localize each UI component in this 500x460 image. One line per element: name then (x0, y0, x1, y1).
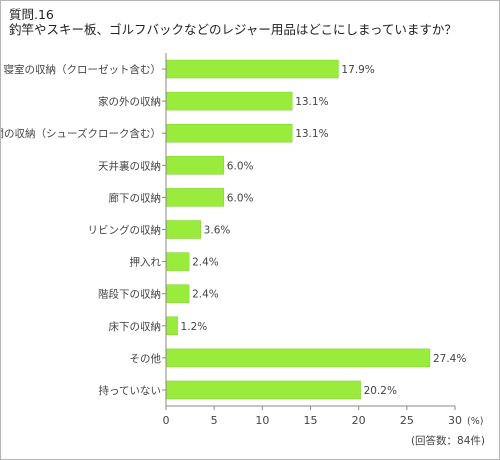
x-tick-label: 20 (352, 414, 366, 427)
x-tick-label: 10 (255, 414, 269, 427)
question-number: 質問.16 (9, 7, 54, 22)
x-tick-label: 15 (304, 414, 318, 427)
category-label: 階段下の収納 (98, 288, 161, 301)
bar (165, 284, 190, 303)
value-label: 1.2% (181, 321, 208, 333)
unit-label: (%) (467, 416, 483, 427)
value-label: 2.4% (192, 257, 219, 269)
x-tick-label: 30 (448, 414, 462, 427)
bar (165, 316, 178, 336)
category-label: 天井裏の収納 (98, 159, 161, 172)
category-label: 持っていない (99, 384, 161, 397)
bar (165, 123, 293, 143)
value-label: 17.9% (341, 64, 374, 76)
category-label: 廊下の収納 (109, 191, 162, 204)
bar (165, 156, 225, 175)
response-count-note: (回答数：84件) (411, 434, 485, 447)
bar (165, 59, 339, 79)
bar (165, 348, 431, 368)
value-label: 6.0% (227, 160, 254, 172)
value-label: 13.1% (295, 96, 328, 108)
bar (165, 188, 225, 207)
category-label: 床下の収納 (109, 320, 162, 333)
category-label: 家の外の収納 (98, 95, 161, 108)
value-label: 6.0% (227, 192, 254, 204)
value-label: 2.4% (192, 289, 219, 301)
x-tick-label: 5 (211, 414, 218, 427)
bar (165, 220, 201, 239)
category-label: 寝室の収納（クローゼット含む） (4, 63, 162, 76)
bar (165, 252, 190, 271)
bar (165, 91, 293, 111)
value-label: 3.6% (204, 225, 231, 237)
category-label: 押入れ (130, 256, 162, 269)
value-label: 13.1% (295, 128, 328, 140)
bar (165, 380, 361, 400)
category-label: その他 (130, 352, 162, 365)
x-tick-label: 25 (400, 414, 414, 427)
value-label: 27.4% (433, 353, 466, 365)
question-title: 釣竿やスキー板、ゴルフバックなどのレジャー用品はどこにしまっていますか？ (9, 22, 457, 37)
x-tick-label: 0 (163, 414, 170, 427)
category-label: リビングの収納 (88, 224, 162, 237)
value-label: 20.2% (364, 385, 397, 397)
category-label: 玄関の収納（シューズクローク含む） (1, 127, 161, 140)
